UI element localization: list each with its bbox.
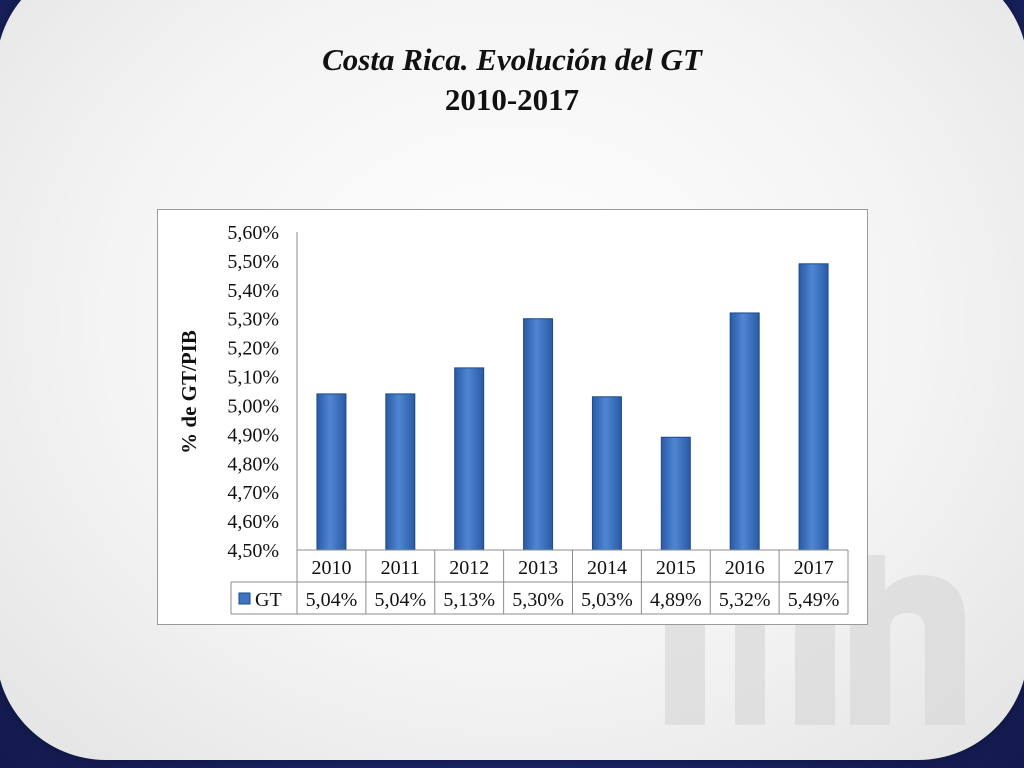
x-category-label: 2015	[656, 557, 696, 579]
y-tick-label: 4,90%	[227, 424, 279, 446]
bar-2017	[798, 263, 829, 551]
title-line-1: Costa Rica. Evolución del GT	[322, 42, 702, 77]
bar-2012	[454, 367, 485, 551]
bar-2011	[385, 393, 416, 551]
y-tick-label: 4,70%	[227, 482, 279, 504]
data-value-label: 5,30%	[512, 589, 564, 611]
y-tick-label: 4,60%	[227, 511, 279, 533]
bar-2010	[316, 393, 347, 551]
x-category-label: 2014	[587, 557, 627, 579]
y-tick-label: 5,30%	[227, 309, 279, 331]
x-category-label: 2011	[381, 557, 420, 579]
x-category-label: 2016	[725, 557, 765, 579]
y-tick-label: 5,10%	[227, 367, 279, 389]
bar-2013	[523, 318, 554, 551]
data-value-label: 5,03%	[581, 589, 633, 611]
y-tick-label: 5,00%	[227, 395, 279, 417]
bar-2015	[660, 436, 691, 551]
x-category-label: 2012	[449, 557, 489, 579]
data-value-label: 5,49%	[788, 589, 840, 611]
data-value-label: 4,89%	[650, 589, 702, 611]
title-line-2: 2010-2017	[444, 82, 580, 117]
data-value-label: 5,13%	[443, 589, 495, 611]
y-tick-label: 4,80%	[227, 453, 279, 475]
y-tick-label: 5,40%	[227, 280, 279, 302]
x-category-label: 2010	[311, 557, 351, 579]
x-category-label: 2013	[518, 557, 558, 579]
bar-2016	[729, 312, 760, 551]
y-axis-title: % de GT/PIB	[177, 330, 201, 454]
y-tick-label: 5,60%	[227, 222, 279, 244]
y-tick-label: 5,50%	[227, 251, 279, 273]
data-value-label: 5,04%	[306, 589, 358, 611]
data-value-label: 5,04%	[374, 589, 426, 611]
chart-frame: % de GT/PIB 4,50% 4,60% 4,70% 4,80% 4,90% 5,0…	[157, 209, 868, 625]
legend-key-swatch	[238, 592, 251, 605]
legend-series-name: GT	[255, 589, 282, 611]
bar-chart: % de GT/PIB 4,50% 4,60% 4,70% 4,80% 4,90% 5,0…	[177, 222, 849, 615]
bar-2014	[591, 396, 622, 551]
y-tick-label: 4,50%	[227, 540, 279, 562]
y-tick-label: 5,20%	[227, 338, 279, 360]
x-category-label: 2017	[794, 557, 834, 579]
slide-title: Costa Rica. Evolución del GT 2010-2017	[0, 40, 1024, 120]
data-value-label: 5,32%	[719, 589, 771, 611]
